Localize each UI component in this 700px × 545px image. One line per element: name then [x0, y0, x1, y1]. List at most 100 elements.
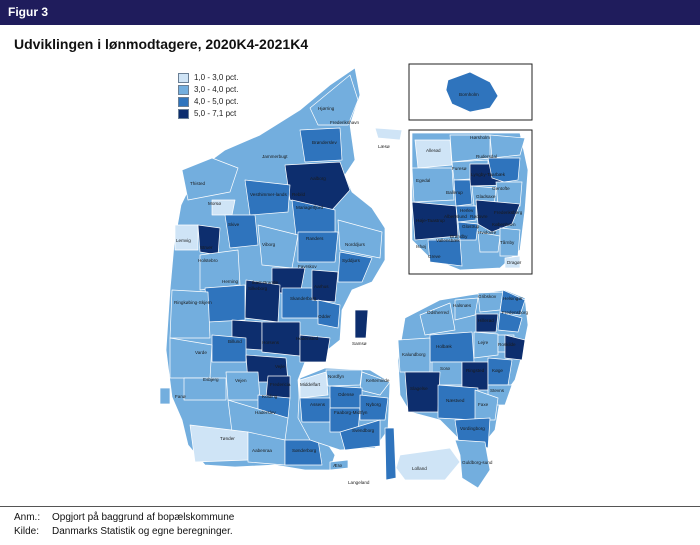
- region-vejen: [225, 371, 261, 401]
- label-kobenhavn: København: [492, 222, 516, 227]
- region-fredensborg: [497, 311, 523, 333]
- legend-item: 4,0 - 5,0 pct.: [178, 96, 238, 107]
- label-nyborg: Nyborg: [366, 402, 381, 407]
- region-laeso: [374, 127, 403, 141]
- label-frederikshavn: Frederikshavn: [330, 120, 360, 125]
- region-lejre: [473, 331, 499, 359]
- note-text: Opgjort på baggrund af bopælskommune: [52, 512, 235, 523]
- region-randers: [297, 231, 339, 263]
- legend-swatch: [178, 96, 189, 107]
- region-aero: [329, 459, 349, 471]
- region-svendborg: [339, 419, 381, 451]
- region-billund: [211, 334, 247, 363]
- label-stevns: Stevns: [490, 388, 505, 393]
- region-norddjurs: [337, 219, 383, 259]
- label-morso: Morsø: [208, 201, 221, 206]
- label-greve: Greve: [428, 254, 441, 259]
- region-kerteminde: [359, 371, 391, 396]
- label-frederiksberg: Frederiksberg: [494, 210, 523, 215]
- region-bronderslev: [299, 127, 343, 163]
- label-naestved: Næstved: [446, 398, 465, 403]
- figure-title: Udviklingen i lønmodtagere, 2020K4-2021K…: [14, 36, 309, 52]
- label-bronderslev: Brønderslev: [312, 140, 337, 145]
- label-fredericia: Fredericia: [270, 382, 291, 387]
- legend-label: 3,0 - 4,0 pct.: [194, 85, 239, 94]
- label-allerod: Allerød: [426, 148, 441, 153]
- region-vesthimmerland: [244, 179, 291, 216]
- label-billund: Billund: [228, 339, 242, 344]
- label-horsholm: Hørsholm: [470, 135, 490, 140]
- label-hvidovre: Hvidovre: [478, 230, 497, 235]
- region-odder: [317, 299, 341, 329]
- region-horsens: [261, 321, 301, 357]
- label-aalborg: Aalborg: [310, 176, 326, 181]
- label-soro: Sorø: [440, 366, 450, 371]
- label-roskilde: Roskilde: [498, 342, 516, 347]
- label-esbjerg: Esbjerg: [203, 377, 219, 382]
- legend-swatch: [178, 108, 189, 119]
- label-koge: Køge: [492, 368, 503, 373]
- region-struer: [197, 224, 221, 256]
- label-horsens: Horsens: [262, 340, 280, 345]
- note-line: Anm.: Opgjort på baggrund af bopælskommun…: [14, 512, 234, 523]
- label-fredensborg: Fredensborg: [502, 310, 528, 315]
- label-langeland: Langeland: [348, 480, 370, 485]
- legend-swatch: [178, 72, 189, 83]
- region-faxe: [474, 389, 499, 421]
- inset-copenhagen: Allerød Hørsholm Rudersdal Egedal Furesø…: [408, 129, 533, 275]
- footer-divider: [0, 506, 700, 507]
- label-samso: Samsø: [352, 341, 367, 346]
- label-thisted: Thisted: [190, 181, 206, 186]
- label-nordfyn: Nordfyn: [328, 374, 345, 379]
- label-norddjurs: Norddjurs: [345, 242, 366, 247]
- region-middelfart: [299, 371, 329, 399]
- label-svendborg: Svendborg: [352, 428, 375, 433]
- label-gribskov: Gribskov: [478, 294, 497, 299]
- label-jammerbugt: Jammerbugt: [262, 154, 288, 159]
- region-esbjerg: [183, 377, 227, 401]
- label-hjorring: Hjørring: [318, 106, 335, 111]
- region-slagelse: [404, 371, 441, 413]
- label-syddjurs: Syddjurs: [342, 258, 361, 263]
- label-middelfart: Middelfart: [300, 382, 321, 387]
- region-holstebro: [199, 249, 241, 291]
- source-line: Kilde: Danmarks Statistik og egne beregni…: [14, 526, 233, 537]
- region-langeland: [384, 427, 397, 481]
- label-aarhus: Aarhus: [314, 284, 329, 289]
- label-laeso: Læsø: [378, 144, 390, 149]
- region-halsnaes: [454, 297, 479, 321]
- label-ikast: Ikast-Brande: [252, 280, 278, 285]
- region-lemvig: [174, 224, 199, 251]
- label-aero: Ærø: [333, 463, 342, 468]
- label-dragor: Dragør: [507, 260, 522, 265]
- label-randers: Randers: [306, 236, 324, 241]
- region-nyborg: [359, 394, 389, 421]
- label-hoje-taastrup: Høje-Taastrup: [416, 218, 445, 223]
- label-holstebro: Holstebro: [198, 258, 218, 263]
- region-varde: [169, 337, 213, 379]
- figure-header-bar: Figur 3: [0, 0, 700, 25]
- label-vallensbaek: Vallensbæk: [436, 238, 460, 243]
- figure-label: Figur 3: [8, 5, 49, 19]
- label-gentofte: Gentofte: [492, 186, 510, 191]
- region-greater-cph: [504, 334, 526, 361]
- label-glostrup: Glostrup: [462, 224, 480, 229]
- label-faaborg: Faaborg-Midtfyn: [334, 410, 368, 415]
- region-frederikshavn: [309, 74, 359, 126]
- label-lejre: Lejre: [478, 340, 489, 345]
- legend-item: 5,0 - 7,1 pct: [178, 108, 238, 119]
- label-viborg: Viborg: [262, 242, 276, 247]
- region-ringkobing: [169, 289, 211, 339]
- label-rebild: Rebild: [292, 192, 305, 197]
- label-assens: Assens: [310, 402, 326, 407]
- label-skanderborg: Skanderborg: [290, 296, 317, 301]
- label-halsnaes: Halsnæs: [453, 303, 472, 308]
- label-ballerup: Ballerup: [446, 190, 463, 195]
- label-aabenraa: Aabenraa: [252, 448, 272, 453]
- label-brondby: Brøndby: [450, 234, 468, 239]
- source-text: Danmarks Statistik og egne beregninger.: [52, 526, 233, 537]
- label-hillerod: Hillerød: [478, 318, 494, 323]
- label-guldborgsund: Guldborg-sund: [462, 460, 493, 465]
- label-rudersdal: Rudersdal: [476, 154, 497, 159]
